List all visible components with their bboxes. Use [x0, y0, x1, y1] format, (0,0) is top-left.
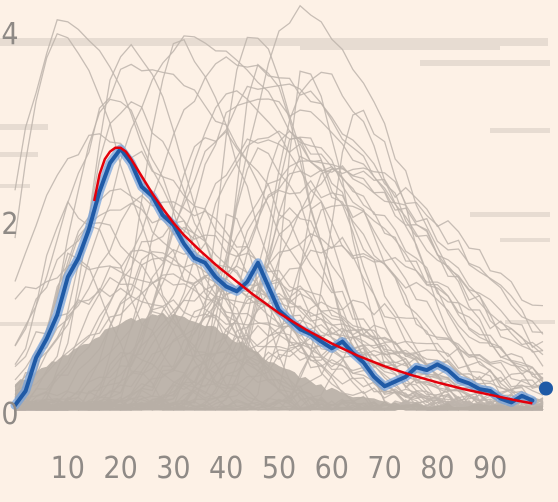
fitted-curve	[92, 146, 533, 405]
background-band	[0, 152, 38, 157]
x-tick-label: 60	[315, 451, 349, 486]
x-tick-label: 50	[262, 451, 296, 486]
highlighted-series	[10, 144, 537, 410]
background-band	[420, 60, 550, 66]
y-tick-label: 4	[1, 17, 18, 52]
x-tick-label: 40	[209, 451, 243, 486]
x-tick-label: 20	[103, 451, 137, 486]
y-axis-ticks: 0 2 4	[1, 17, 18, 432]
x-tick-label: 30	[156, 451, 190, 486]
x-axis-ticks: 10 20 30 40 50 60 70 80 90	[51, 451, 508, 486]
background-band	[0, 38, 548, 46]
background-series-line	[14, 63, 544, 411]
background-mass-area	[15, 312, 543, 410]
x-tick-label: 80	[420, 451, 454, 486]
y-tick-label: 2	[1, 207, 18, 242]
x-tick-label: 90	[473, 451, 507, 486]
y-tick-label: 0	[1, 397, 18, 432]
highlight-line	[13, 146, 535, 408]
x-tick-label: 70	[367, 451, 401, 486]
background-band	[0, 124, 48, 130]
background-band	[500, 238, 550, 242]
background-band	[300, 46, 500, 50]
background-band	[470, 212, 550, 217]
background-band	[0, 184, 30, 188]
background-band	[490, 128, 550, 133]
series-end-marker	[539, 381, 553, 396]
x-tick-label: 10	[51, 451, 85, 486]
background-band	[505, 320, 555, 324]
